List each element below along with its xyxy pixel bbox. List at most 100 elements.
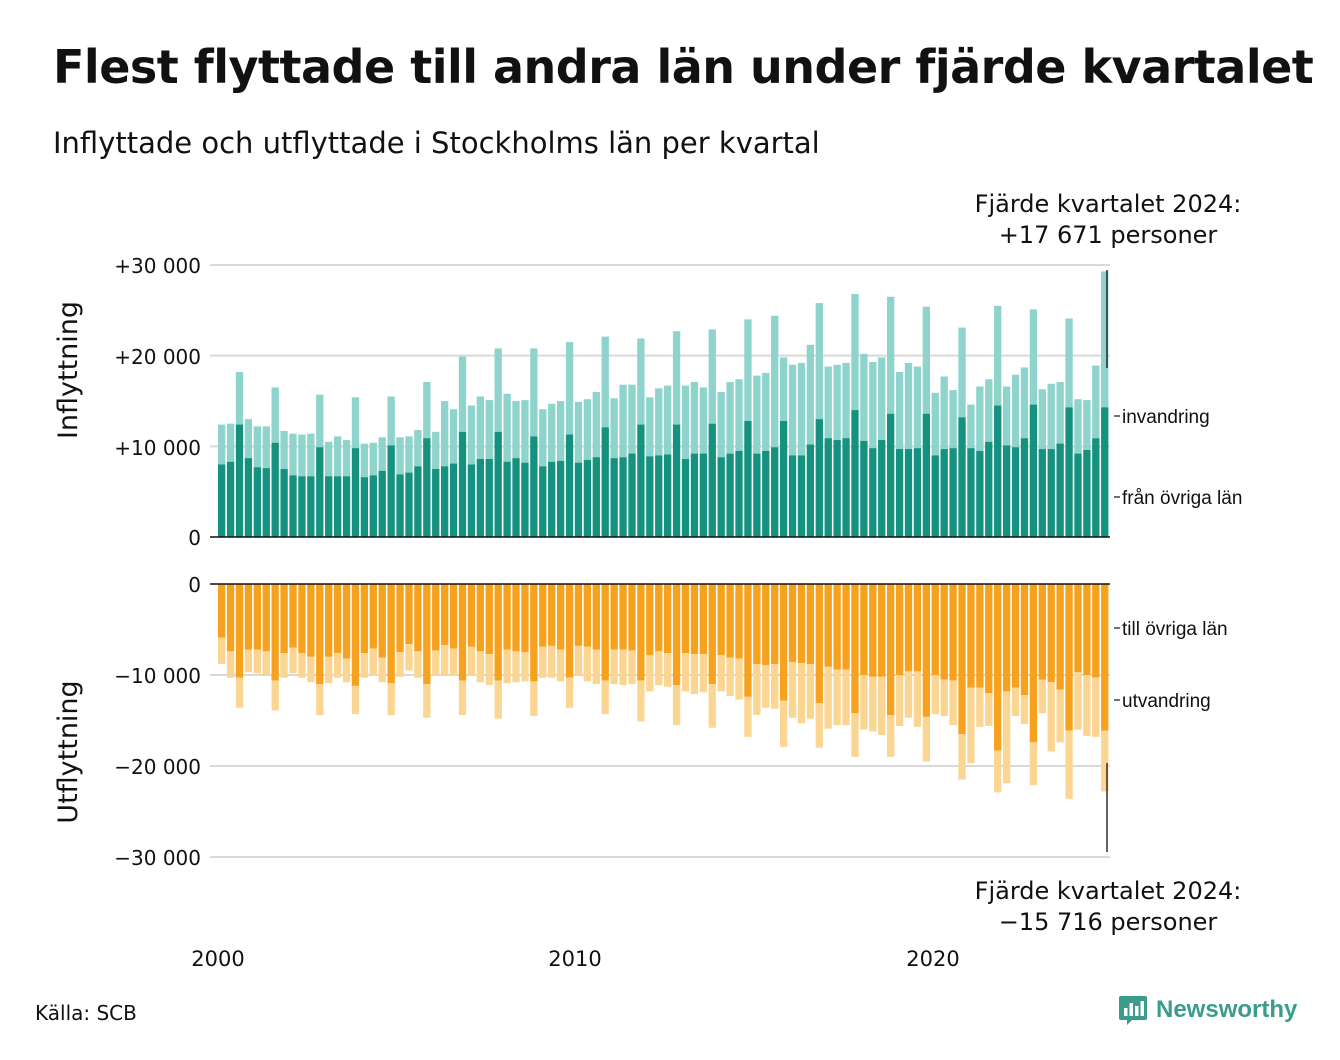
bar-utvandring-2004Q4 bbox=[387, 683, 395, 716]
bar-fran-ovriga-lan-2022Q1 bbox=[1002, 445, 1011, 537]
bar-invandring-2021Q2 bbox=[976, 386, 984, 451]
bar-invandring-2022Q1 bbox=[1002, 386, 1011, 446]
bar-invandring-2010Q4 bbox=[601, 336, 609, 428]
bar-till-ovriga-lan-2017Q3 bbox=[842, 584, 850, 670]
bar-till-ovriga-lan-2007Q4 bbox=[494, 584, 502, 681]
bar-invandring-2021Q1 bbox=[967, 404, 975, 449]
bar-fran-ovriga-lan-2000Q2 bbox=[226, 461, 235, 537]
bar-fran-ovriga-lan-2003Q3 bbox=[342, 476, 351, 537]
bar-invandring-2007Q4 bbox=[494, 348, 502, 432]
bar-invandring-2001Q1 bbox=[253, 426, 261, 468]
bar-till-ovriga-lan-2006Q4 bbox=[458, 584, 467, 681]
bar-invandring-2017Q1 bbox=[824, 366, 832, 439]
bar-till-ovriga-lan-2015Q3 bbox=[771, 584, 779, 665]
bar-till-ovriga-lan-2019Q1 bbox=[895, 584, 904, 675]
bar-till-ovriga-lan-2002Q1 bbox=[289, 584, 297, 648]
bar-utvandring-2018Q3 bbox=[878, 676, 886, 736]
bar-till-ovriga-lan-2006Q2 bbox=[441, 584, 449, 645]
bar-invandring-2004Q4 bbox=[387, 396, 395, 446]
bar-till-ovriga-lan-2004Q2 bbox=[369, 584, 377, 649]
chart-subtitle: Inflyttade och utflyttade i Stockholms l… bbox=[53, 126, 820, 160]
bar-till-ovriga-lan-2017Q4 bbox=[851, 584, 859, 714]
bar-fran-ovriga-lan-2024Q1 bbox=[1074, 453, 1082, 537]
bar-utvandring-2016Q1 bbox=[788, 662, 797, 718]
bar-till-ovriga-lan-2024Q4 bbox=[1101, 584, 1109, 731]
bar-utvandring-2015Q4 bbox=[779, 700, 788, 747]
bar-fran-ovriga-lan-2014Q4 bbox=[744, 420, 752, 537]
bar-till-ovriga-lan-2000Q3 bbox=[235, 584, 244, 678]
bar-till-ovriga-lan-2012Q4 bbox=[672, 584, 681, 686]
bar-fran-ovriga-lan-2004Q4 bbox=[387, 445, 395, 537]
brand-name: Newsworthy bbox=[1156, 996, 1298, 1023]
bar-utvandring-2003Q4 bbox=[351, 685, 360, 715]
y-tick-out-20000: −20 000 bbox=[114, 755, 201, 779]
bar-fran-ovriga-lan-2013Q2 bbox=[690, 453, 699, 537]
bar-utvandring-2016Q4 bbox=[815, 703, 823, 748]
bar-utvandring-2020Q1 bbox=[931, 675, 939, 715]
bar-utvandring-2000Q1 bbox=[218, 637, 226, 665]
bar-fran-ovriga-lan-2009Q1 bbox=[539, 466, 547, 537]
bar-invandring-2012Q3 bbox=[664, 385, 672, 455]
bar-fran-ovriga-lan-2008Q4 bbox=[530, 436, 538, 537]
bar-utvandring-2012Q3 bbox=[664, 653, 672, 687]
bar-till-ovriga-lan-2019Q4 bbox=[922, 584, 930, 717]
bar-till-ovriga-lan-2013Q4 bbox=[708, 584, 716, 685]
bar-till-ovriga-lan-2010Q3 bbox=[592, 584, 600, 650]
bar-utvandring-2015Q1 bbox=[753, 664, 761, 716]
bar-utvandring-2016Q2 bbox=[797, 663, 806, 724]
brand-logo[interactable]: Newsworthy bbox=[1118, 994, 1297, 1026]
bar-invandring-2002Q1 bbox=[289, 433, 297, 476]
bar-fran-ovriga-lan-2019Q1 bbox=[895, 449, 904, 537]
bar-utvandring-2020Q4 bbox=[958, 734, 966, 780]
bar-till-ovriga-lan-2016Q1 bbox=[788, 584, 797, 663]
bar-fran-ovriga-lan-2018Q2 bbox=[869, 448, 877, 537]
bar-utvandring-2014Q2 bbox=[726, 657, 734, 696]
bar-utvandring-2010Q3 bbox=[592, 649, 600, 685]
bar-till-ovriga-lan-2014Q4 bbox=[744, 584, 752, 697]
bar-invandring-2000Q4 bbox=[244, 419, 253, 459]
bar-till-ovriga-lan-2005Q2 bbox=[405, 584, 413, 645]
bar-invandring-2018Q2 bbox=[869, 362, 877, 449]
bar-invandring-2000Q3 bbox=[235, 371, 244, 425]
bar-invandring-2012Q4 bbox=[672, 331, 681, 425]
bar-fran-ovriga-lan-2001Q4 bbox=[280, 469, 288, 537]
bar-till-ovriga-lan-2010Q2 bbox=[583, 584, 592, 647]
bar-utvandring-2022Q3 bbox=[1020, 695, 1029, 725]
bar-till-ovriga-lan-2003Q4 bbox=[351, 584, 360, 686]
bar-invandring-2010Q1 bbox=[574, 401, 583, 463]
bar-utvandring-2017Q1 bbox=[824, 666, 832, 729]
bar-utvandring-2014Q1 bbox=[717, 654, 725, 692]
bar-invandring-2011Q4 bbox=[637, 338, 645, 425]
bar-fran-ovriga-lan-2023Q1 bbox=[1038, 449, 1046, 537]
bar-utvandring-2001Q2 bbox=[262, 651, 270, 676]
bar-utvandring-2020Q3 bbox=[949, 680, 957, 726]
bar-utvandring-2019Q4 bbox=[922, 716, 930, 762]
bar-till-ovriga-lan-2024Q3 bbox=[1092, 584, 1100, 678]
bar-invandring-2007Q1 bbox=[467, 405, 476, 465]
bar-invandring-2018Q1 bbox=[860, 353, 868, 441]
bar-utvandring-2009Q4 bbox=[565, 677, 574, 708]
bar-till-ovriga-lan-2021Q2 bbox=[976, 584, 984, 688]
bar-till-ovriga-lan-2004Q3 bbox=[378, 584, 386, 658]
bar-till-ovriga-lan-2011Q3 bbox=[628, 584, 636, 651]
bar-utvandring-2007Q3 bbox=[485, 654, 493, 686]
bar-utvandring-2007Q2 bbox=[476, 651, 484, 683]
x-tick-2010: 2010 bbox=[548, 947, 601, 971]
bar-utvandring-2005Q2 bbox=[405, 644, 413, 671]
bar-utvandring-2010Q2 bbox=[583, 646, 592, 682]
bar-utvandring-2002Q1 bbox=[289, 647, 297, 674]
bar-invandring-2024Q4 bbox=[1101, 271, 1109, 408]
bar-utvandring-2014Q4 bbox=[744, 696, 752, 737]
bar-utvandring-2023Q4 bbox=[1065, 730, 1073, 799]
bar-invandring-2008Q3 bbox=[521, 400, 529, 463]
bar-fran-ovriga-lan-2024Q4 bbox=[1101, 407, 1109, 537]
y-tick-out-10000: −10 000 bbox=[114, 664, 201, 688]
bar-invandring-2003Q2 bbox=[333, 436, 342, 477]
bar-fran-ovriga-lan-2007Q3 bbox=[485, 459, 493, 537]
bar-fran-ovriga-lan-2018Q1 bbox=[860, 440, 868, 537]
bar-utvandring-2017Q4 bbox=[851, 713, 859, 757]
bar-utvandring-2004Q2 bbox=[369, 648, 377, 675]
bar-utvandring-2018Q4 bbox=[887, 715, 895, 757]
bar-till-ovriga-lan-2018Q2 bbox=[869, 584, 877, 677]
bar-till-ovriga-lan-2007Q3 bbox=[485, 584, 493, 655]
